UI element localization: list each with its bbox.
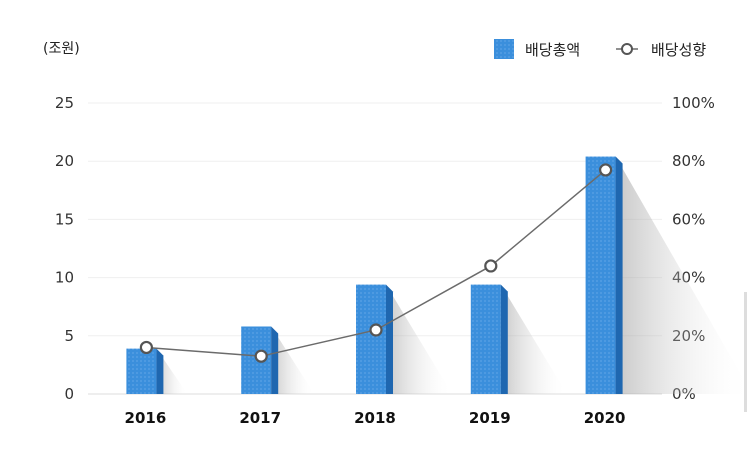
y-left-tick-label: 15 [55, 210, 74, 228]
scrollbar[interactable] [744, 292, 747, 412]
bar-side [156, 348, 164, 394]
bar [356, 284, 386, 394]
x-tick-label: 2017 [239, 409, 281, 427]
line-point [369, 323, 383, 337]
legend-swatch-bar [494, 39, 514, 59]
legend-label-bar: 배당총액 [525, 41, 580, 59]
y-left-tick-label: 0 [64, 385, 74, 403]
x-axis: 2016 2017 2018 2019 2020 [125, 409, 626, 427]
y-left-tick-label: 5 [64, 327, 74, 345]
legend: 배당총액 배당성향 [494, 39, 706, 59]
line-series [139, 163, 613, 363]
bar-shadow [615, 156, 748, 394]
bar-side [500, 284, 508, 394]
y-right-tick-label: 100% [672, 94, 715, 112]
bar [470, 284, 501, 394]
bar [126, 348, 157, 394]
y-right-tick-label: 80% [672, 152, 705, 170]
y-axis-left: 0 5 10 15 20 25 [55, 94, 74, 403]
y-left-unit-label: (조원) [43, 41, 80, 57]
y-left-tick-label: 10 [55, 269, 74, 287]
bar-side [386, 284, 393, 394]
x-tick-label: 2018 [354, 409, 396, 427]
bar [585, 156, 616, 394]
bar-shadow [271, 326, 315, 394]
bar-shadow [156, 348, 188, 394]
bar-series [126, 156, 748, 394]
y-left-tick-label: 25 [55, 94, 74, 112]
x-tick-label: 2016 [125, 409, 167, 427]
bar-side [271, 326, 279, 394]
x-tick-label: 2019 [469, 409, 511, 427]
line-point [484, 259, 498, 273]
bar-shadow [500, 284, 567, 394]
legend-label-line: 배당성향 [651, 41, 706, 59]
bar-side [615, 156, 623, 394]
y-left-tick-label: 20 [55, 152, 74, 170]
legend-swatch-marker [621, 43, 633, 55]
line-point [598, 163, 613, 177]
x-tick-label: 2020 [584, 409, 626, 427]
line-point [254, 349, 268, 363]
y-right-tick-label: 60% [672, 210, 705, 228]
line-point [139, 340, 153, 355]
bar-shadow [386, 284, 453, 394]
